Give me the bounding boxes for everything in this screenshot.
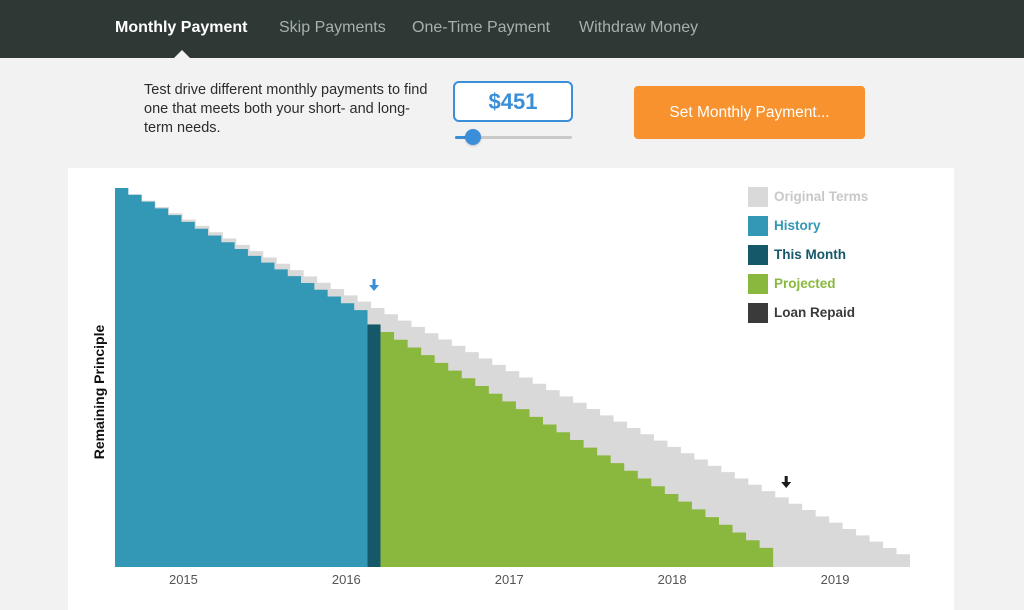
tab-one-time-payment[interactable]: One-Time Payment [412,19,551,36]
projected-area [380,332,774,567]
x-tick-label: 2016 [331,572,361,587]
loan-repaid-marker-icon [781,476,792,488]
payment-slider[interactable] [455,129,572,145]
x-tick-label: 2018 [657,572,687,587]
this-month-bar [367,324,381,567]
legend-swatch-this-month [748,245,768,265]
payment-description: Test drive different monthly payments to… [144,82,428,136]
tab-withdraw-money[interactable]: Withdraw Money [579,19,699,36]
x-tick-label: 2017 [494,572,524,587]
history-area [115,188,368,567]
tab-monthly-payment[interactable]: Monthly Payment [115,19,248,36]
legend-label-loan-repaid: Loan Repaid [774,305,856,320]
payment-slider-handle[interactable] [464,129,481,145]
set-monthly-payment-button[interactable]: Set Monthly Payment... [634,86,865,139]
legend-swatch-history [748,216,768,236]
this-month-marker-icon [369,279,380,291]
x-tick-label: 2015 [168,572,198,587]
tab-skip-payments[interactable]: Skip Payments [279,19,386,36]
legend-label-projected: Projected [774,276,836,291]
payment-slider-fill [455,136,473,139]
legend-swatch-loan-repaid [748,303,768,323]
legend-label-original-terms: Original Terms [774,189,869,204]
legend-swatch-projected [748,274,768,294]
legend-swatch-original-terms [748,187,768,207]
x-tick-label: 2019 [820,572,850,587]
active-tab-caret [174,50,190,58]
legend-label-this-month: This Month [774,247,846,262]
top-navigation: Monthly Payment Skip Payments One-Time P… [0,0,1024,58]
monthly-payment-amount[interactable]: $451 [453,81,573,122]
legend-label-history: History [774,218,821,233]
y-axis-label: Remaining Principle [91,324,107,460]
